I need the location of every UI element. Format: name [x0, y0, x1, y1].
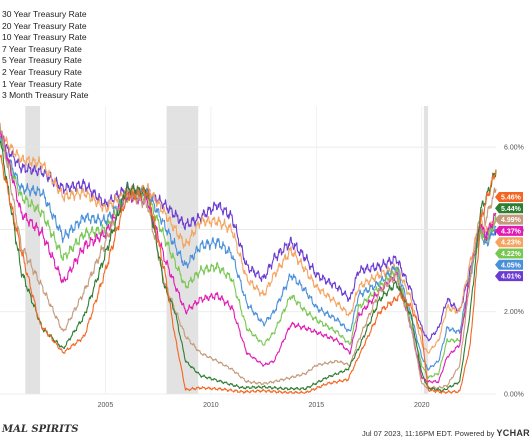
- badge-shape: [495, 192, 523, 202]
- x-axis-ticks: 2005 2010 2015 2020: [98, 402, 430, 409]
- last-value-badge: 4.01%: [495, 271, 523, 282]
- last-value-badge: 4.23%: [495, 237, 523, 248]
- legend-item-3m[interactable]: 3 Month Treasury Rate: [2, 90, 89, 101]
- legend-item-10y[interactable]: 10 Year Treasury Rate: [2, 32, 87, 43]
- badge-shape: [495, 237, 523, 248]
- legend-item-2y[interactable]: 2 Year Treasury Rate: [2, 66, 82, 77]
- badge-shape: [495, 214, 523, 225]
- badge-shape: [495, 225, 523, 236]
- x-tick-label: 2020: [414, 402, 430, 409]
- badge-label: 4.01%: [501, 274, 522, 281]
- y-tick-label: 0.00%: [504, 392, 524, 399]
- series-line[interactable]: [0, 154, 497, 394]
- badge-label: 4.23%: [501, 240, 522, 247]
- footer-timestamp: Jul 07 2023, 11:16PM EDT.: [361, 429, 453, 438]
- last-value-badge: 4.37%: [495, 225, 523, 236]
- recession-band: [25, 106, 41, 394]
- badge-label: 5.46%: [501, 195, 522, 202]
- badge-shape: [495, 271, 523, 282]
- y-tick-label: 6.00%: [504, 145, 524, 152]
- ycharts-logo[interactable]: YCHAR: [496, 428, 530, 438]
- series-line[interactable]: [0, 140, 497, 393]
- last-value-badge: 4.99%: [495, 214, 523, 225]
- series-line[interactable]: [0, 136, 497, 342]
- watermark-logo: MAL SPIRITS: [2, 424, 79, 435]
- legend: 30 Year Treasury Rate 20 Year Treasury R…: [2, 9, 88, 102]
- badge-label: 4.05%: [501, 262, 522, 269]
- series-line[interactable]: [0, 129, 497, 354]
- legend-item-1y[interactable]: 1 Year Treasury Rate: [2, 78, 82, 89]
- last-value-badge: 4.22%: [495, 248, 523, 259]
- badge-label: 4.99%: [501, 217, 522, 224]
- badge-shape: [495, 259, 523, 270]
- legend-item-7y[interactable]: 7 Year Treasury Rate: [2, 43, 82, 54]
- last-value-badge: 5.44%: [495, 203, 523, 214]
- legend-item-30y[interactable]: 30 Year Treasury Rate: [2, 9, 87, 19]
- footer: MAL SPIRITS Jul 07 2023, 11:16PM EDT. Po…: [0, 422, 530, 442]
- recession-bands: [25, 106, 429, 394]
- series-line[interactable]: [0, 122, 497, 390]
- x-tick-label: 2005: [98, 402, 114, 409]
- series-lines: [0, 122, 497, 394]
- recession-band: [166, 106, 199, 394]
- recession-band: [423, 106, 429, 394]
- x-tick-label: 2015: [309, 402, 325, 409]
- badge-shape: [495, 248, 523, 259]
- badge-shape: [495, 203, 523, 214]
- powered-by-text: Powered by: [454, 429, 495, 438]
- last-value-badge: 4.05%: [495, 259, 523, 270]
- gridlines: [0, 106, 496, 395]
- last-value-badge: 5.46%: [495, 192, 523, 202]
- series-line[interactable]: [0, 135, 497, 371]
- legend-item-20y[interactable]: 20 Year Treasury Rate: [2, 20, 87, 31]
- y-tick-label: 2.00%: [504, 309, 524, 316]
- badge-label: 4.22%: [501, 251, 522, 258]
- badge-label: 5.44%: [501, 206, 522, 213]
- last-value-badges: 5.46% 5.44% 4.99% 4.37% 4.23% 4.22% 4.05% 4.01%: [495, 192, 523, 282]
- x-tick-label: 2010: [203, 402, 219, 409]
- legend-item-5y[interactable]: 5 Year Treasury Rate: [2, 55, 82, 66]
- footer-attribution: Jul 07 2023, 11:16PM EDT. Powered by YCH…: [362, 428, 530, 438]
- badge-label: 4.37%: [501, 228, 522, 235]
